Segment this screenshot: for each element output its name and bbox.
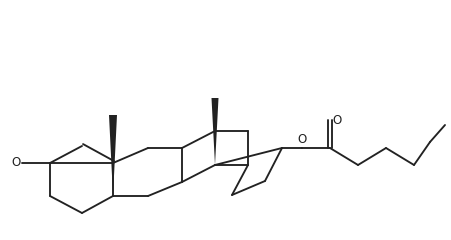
Polygon shape — [211, 98, 218, 165]
Text: O: O — [297, 133, 306, 146]
Polygon shape — [109, 115, 117, 196]
Text: O: O — [331, 114, 341, 126]
Text: O: O — [12, 156, 21, 169]
